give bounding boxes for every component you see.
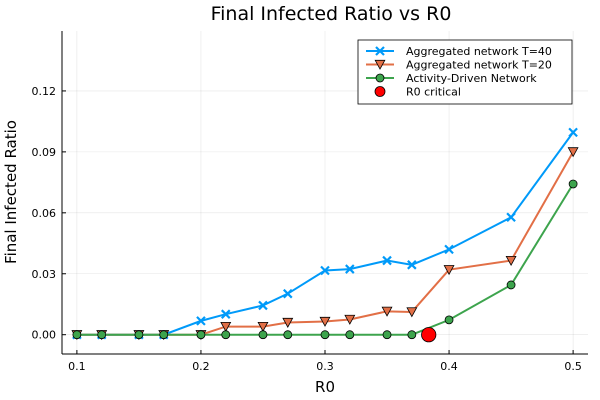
data-point [258, 300, 268, 311]
data-point [134, 330, 144, 340]
legend-marker [374, 86, 386, 97]
series-3 [421, 327, 437, 343]
data-point [382, 330, 392, 340]
x-axis-ticks: 0.1 0.2 0.3 0.4 0.5 [68, 350, 582, 373]
data-point [443, 265, 455, 276]
x-tick-label: 0.4 [440, 360, 458, 373]
legend-marker [374, 59, 386, 70]
series-layer [71, 127, 579, 343]
data-point [506, 280, 516, 290]
data-point [505, 255, 517, 266]
legend-item: Aggregated network T=20 [366, 59, 552, 72]
data-point [282, 317, 294, 328]
data-point [320, 265, 330, 276]
data-point [196, 330, 206, 340]
y-tick-label: 0.12 [32, 85, 57, 98]
legend-label: Activity-Driven Network [406, 72, 537, 85]
data-point [257, 321, 269, 333]
data-point [407, 260, 417, 270]
data-point [506, 212, 516, 223]
y-tick-label: 0.06 [32, 207, 57, 220]
data-point [196, 316, 206, 326]
data-point [283, 288, 293, 299]
data-point [382, 255, 392, 266]
data-point [345, 264, 355, 274]
legend-label: R0 critical [406, 86, 461, 99]
y-tick-label: 0.03 [32, 268, 57, 281]
x-tick-label: 0.5 [564, 360, 582, 373]
series-2 [72, 179, 578, 340]
legend-marker [375, 46, 385, 56]
data-point [221, 330, 231, 340]
data-point [344, 314, 356, 325]
data-point [258, 330, 268, 340]
data-point [283, 330, 293, 340]
legend-label: Aggregated network T=40 [406, 45, 552, 58]
legend-item: Activity-Driven Network [366, 72, 537, 85]
data-point [97, 330, 107, 340]
legend-marker [375, 73, 385, 83]
data-point [568, 179, 578, 189]
y-axis-title: Final Infected Ratio [2, 120, 20, 264]
data-point [444, 315, 454, 325]
x-axis-title: R0 [315, 378, 335, 396]
data-point [407, 330, 417, 340]
legend-item: Aggregated network T=40 [366, 45, 552, 58]
data-point [319, 316, 331, 327]
data-point [320, 330, 330, 340]
data-point [567, 147, 579, 158]
x-tick-label: 0.1 [68, 360, 86, 373]
x-tick-label: 0.3 [316, 360, 334, 373]
data-point [444, 244, 454, 255]
data-point [220, 309, 231, 319]
data-point [159, 330, 169, 340]
y-axis-ticks: 0.00 0.03 0.06 0.09 0.12 [32, 85, 66, 342]
data-point [220, 321, 232, 333]
data-point [406, 307, 418, 318]
legend-label: Aggregated network T=20 [406, 59, 552, 72]
y-tick-label: 0.09 [32, 146, 57, 159]
data-point [421, 327, 437, 343]
x-tick-label: 0.2 [192, 360, 210, 373]
chart-title: Final Infected Ratio vs R0 [211, 3, 452, 25]
data-point [568, 127, 578, 138]
legend-item: R0 critical [374, 86, 461, 99]
data-point [345, 330, 355, 340]
data-point [381, 306, 393, 317]
y-tick-label: 0.00 [32, 329, 57, 342]
data-point [72, 330, 82, 340]
